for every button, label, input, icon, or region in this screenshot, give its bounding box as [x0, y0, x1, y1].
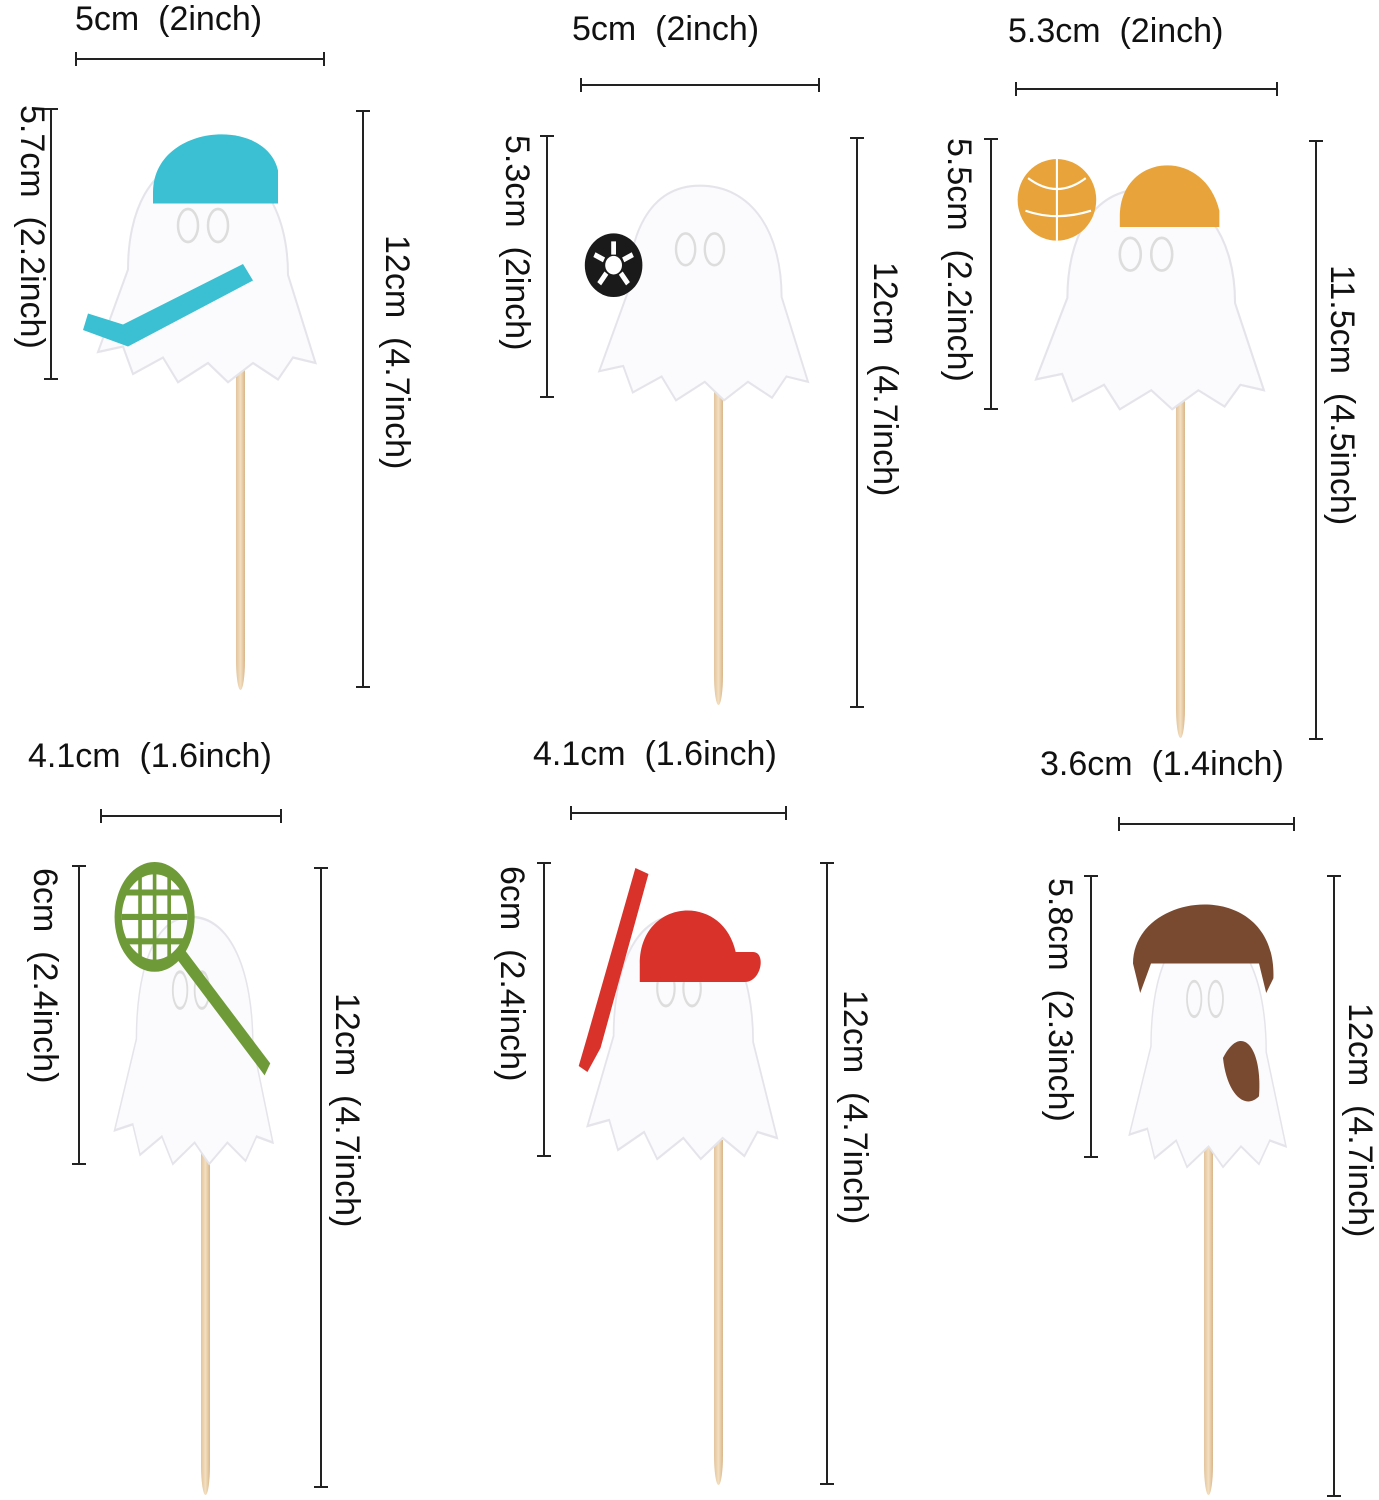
ghost-body: [1034, 187, 1266, 411]
total-length-dimension-line: [314, 867, 328, 1488]
total-length-label: 12cm (4.7inch): [378, 235, 416, 470]
total-length-dimension-line: [1309, 140, 1323, 740]
height-label: 5.5cm (2.2inch): [940, 138, 978, 382]
tennis-racket-icon: [114, 862, 271, 1076]
soccer-ghost-figure: [580, 138, 820, 403]
ghost-body: [1128, 926, 1288, 1169]
width-label: 5cm (2inch): [75, 0, 263, 38]
toothpick-stick: [201, 1150, 210, 1495]
toothpick-stick: [714, 1140, 723, 1485]
width-dimension-line: [1015, 82, 1278, 96]
hockey-ghost-figure: [78, 110, 328, 385]
baseball-ghost-figure: [570, 862, 788, 1162]
soccer-ball-icon: [584, 233, 643, 297]
width-label: 4.1cm (1.6inch): [533, 735, 777, 773]
ghost-eye: [1149, 236, 1174, 272]
width-dimension-line: [580, 78, 820, 92]
toothpick-stick: [1176, 400, 1185, 738]
height-label: 5.3cm (2inch): [498, 135, 536, 351]
total-length-dimension-line: [356, 110, 370, 688]
toothpick-stick: [1204, 1140, 1213, 1495]
ghost-eye: [176, 207, 200, 244]
height-dimension-line: [984, 138, 998, 410]
ghost-eye: [703, 232, 726, 267]
total-length-label: 12cm (4.7inch): [328, 993, 366, 1228]
height-dimension-line: [540, 135, 554, 398]
ghost-eye: [656, 968, 676, 1008]
ghost-eye: [1186, 979, 1203, 1019]
total-length-label: 11.5cm (4.5inch): [1323, 265, 1361, 526]
ghost-eye: [1118, 236, 1143, 272]
ghost-eye: [171, 970, 189, 1010]
helmet-icon: [153, 134, 278, 204]
height-label: 6cm (2.4inch): [493, 866, 531, 1082]
toothpick-stick: [714, 380, 723, 705]
width-dimension-line: [570, 806, 787, 820]
toothpick-stick: [236, 360, 245, 690]
total-length-label: 12cm (4.7inch): [836, 990, 874, 1225]
height-dimension-line: [44, 108, 58, 380]
total-length-label: 12cm (4.7inch): [1341, 1003, 1379, 1238]
height-dimension-line: [537, 862, 551, 1157]
height-dimension-line: [1084, 875, 1098, 1158]
width-label: 4.1cm (1.6inch): [28, 737, 272, 775]
ghost-body: [96, 158, 318, 384]
total-length-label: 12cm (4.7inch): [866, 262, 904, 497]
width-label: 5.3cm (2inch): [1008, 12, 1224, 50]
basketball-icon: [1017, 159, 1097, 241]
ghost-eye: [206, 207, 230, 244]
height-label: 6cm (2.4inch): [26, 868, 64, 1084]
width-dimension-line: [1118, 817, 1295, 831]
height-label: 5.7cm (2.2inch): [13, 105, 51, 349]
height-label: 5.8cm (2.3inch): [1041, 878, 1079, 1122]
ghost-body: [597, 184, 810, 402]
tennis-ghost-figure: [100, 862, 282, 1167]
football-helmet-icon: [1133, 904, 1274, 993]
basketball-ghost-figure: [1015, 140, 1277, 412]
total-length-dimension-line: [1327, 875, 1341, 1497]
ghost-body: [586, 914, 779, 1161]
beanie-icon: [1119, 165, 1220, 228]
hockey-stick-icon: [83, 264, 253, 347]
ghost-eye: [193, 970, 211, 1010]
width-label: 3.6cm (1.4inch): [1040, 745, 1284, 783]
football-icon: [1223, 1040, 1260, 1102]
ghost-eye: [1207, 979, 1224, 1019]
ghost-eye: [682, 968, 702, 1008]
total-length-dimension-line: [850, 137, 864, 708]
ghost-eye: [674, 232, 697, 267]
baseball-bat-icon: [578, 868, 649, 1072]
cap-icon: [639, 910, 761, 982]
height-dimension-line: [72, 865, 86, 1165]
football-ghost-figure: [1115, 875, 1295, 1170]
total-length-dimension-line: [820, 862, 834, 1485]
width-dimension-line: [75, 52, 325, 66]
width-label: 5cm (2inch): [572, 10, 760, 48]
width-dimension-line: [100, 809, 282, 823]
ghost-body: [113, 915, 275, 1166]
